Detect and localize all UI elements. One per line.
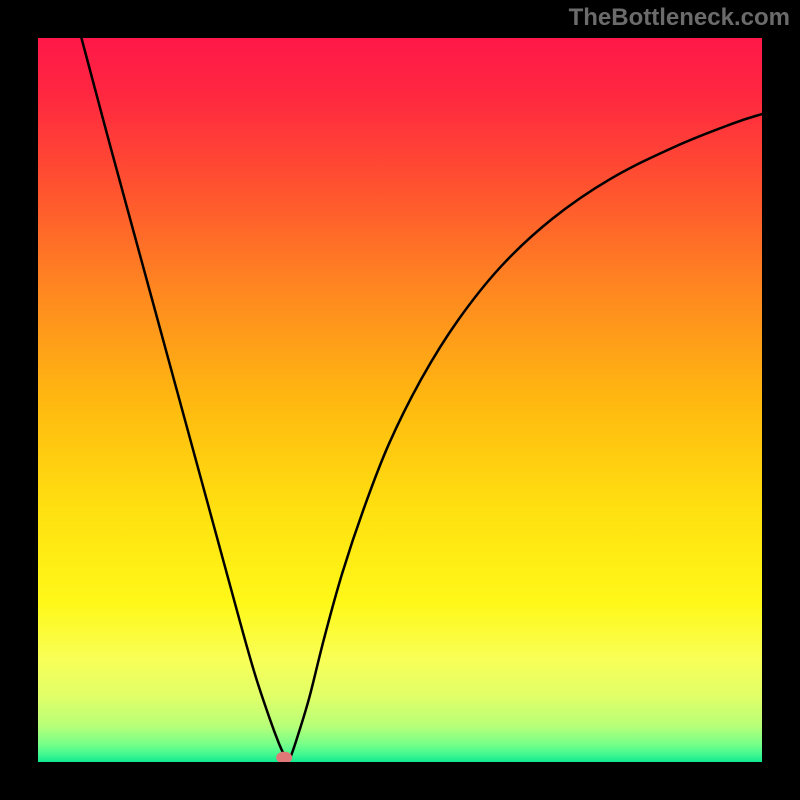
chart-container: TheBottleneck.com <box>0 0 800 800</box>
curve-left-branch <box>81 38 287 761</box>
curve-overlay <box>0 0 800 800</box>
watermark-text: TheBottleneck.com <box>569 4 790 32</box>
optimal-point-marker <box>276 752 292 764</box>
curve-right-branch <box>288 114 762 761</box>
